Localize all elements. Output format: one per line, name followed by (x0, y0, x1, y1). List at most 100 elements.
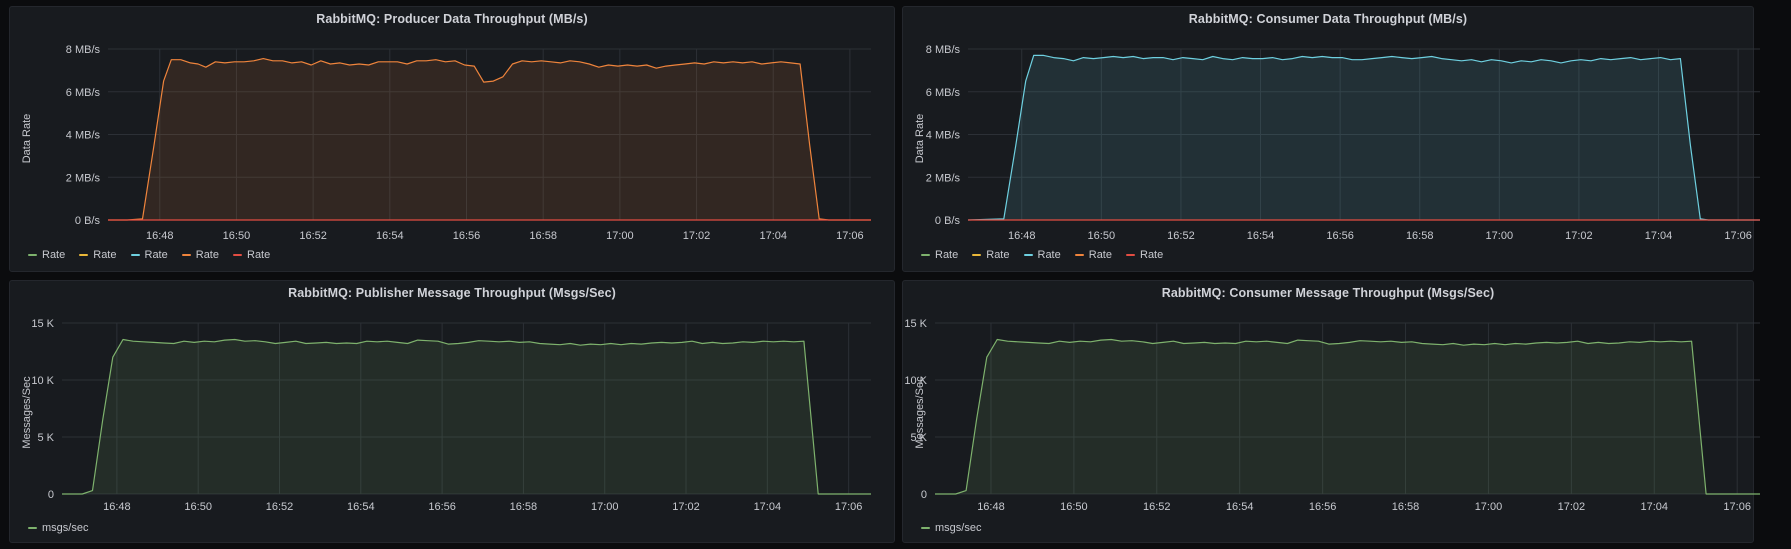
x-tick-label: 16:54 (1247, 230, 1275, 242)
y-axis-label: Messages/Sec (21, 376, 33, 449)
x-tick-label: 16:52 (1143, 501, 1171, 513)
legend-item[interactable]: Rate (130, 249, 168, 261)
y-tick-label: 0 (48, 489, 54, 501)
legend-label: Rate (42, 249, 66, 261)
x-tick-label: 16:58 (529, 230, 557, 242)
legend-item[interactable]: msgs/sec (921, 522, 981, 534)
y-axis-label: Data Rate (914, 114, 926, 164)
x-tick-label: 16:52 (266, 501, 294, 513)
legend-swatch (130, 254, 140, 256)
chart-producer-data-throughput: 0 B/s 2 MB/s 4 MB/s 6 MB/s 8 MB/s 16:48 16:50 1… (21, 44, 871, 242)
panel-producer-data-throughput[interactable]: RabbitMQ: Producer Data Throughput (MB/s… (9, 6, 895, 272)
legend-item[interactable]: Rate (921, 249, 958, 261)
series-area (108, 58, 871, 220)
legend-swatch (181, 254, 191, 256)
x-tick-label: 17:02 (672, 501, 700, 513)
x-tick-label: 17:02 (683, 230, 711, 242)
x-tick-label: 17:04 (759, 230, 787, 242)
x-tick-label: 17:06 (836, 230, 864, 242)
y-tick-label: 0 (921, 489, 927, 501)
y-tick-label: 8 MB/s (66, 44, 101, 56)
x-tick-label: 16:56 (428, 501, 456, 513)
x-tick-label: 17:02 (1565, 230, 1593, 242)
y-tick-label: 15 K (31, 318, 54, 330)
x-tick-label: 16:52 (299, 230, 327, 242)
series-line (967, 54, 1760, 221)
panel-title[interactable]: RabbitMQ: Consumer Message Throughput (M… (1161, 286, 1495, 300)
x-tick-label: 16:48 (146, 230, 174, 242)
legend-item[interactable]: Rate (181, 249, 219, 261)
y-tick-label: 2 MB/s (926, 172, 961, 184)
legend: Rate Rate Rate Rate Rate (28, 249, 270, 261)
y-tick-label: 10 K (904, 375, 927, 387)
legend-item[interactable]: Rate (1074, 249, 1112, 261)
y-tick-label: 15 K (904, 318, 927, 330)
legend-swatch (1074, 254, 1084, 256)
x-tick-label: 16:54 (376, 230, 404, 242)
series-area (62, 339, 871, 494)
legend-item[interactable]: msgs/sec (28, 522, 88, 534)
legend-label: Rate (93, 249, 117, 261)
legend-label: Rate (986, 249, 1010, 261)
legend-item[interactable]: Rate (1126, 249, 1163, 261)
legend-item[interactable]: Rate (79, 249, 117, 261)
x-tick-label: 16:58 (1392, 501, 1420, 513)
legend-swatch (1023, 254, 1033, 256)
x-tick-label: 16:58 (1406, 230, 1434, 242)
legend-swatch (28, 254, 37, 256)
legend-label: msgs/sec (935, 522, 982, 534)
legend-item[interactable]: Rate (1023, 249, 1061, 261)
legend-label: Rate (144, 249, 168, 261)
y-tick-label: 0 B/s (75, 215, 101, 227)
legend-label: Rate (935, 249, 959, 261)
legend-item[interactable]: Rate (28, 249, 65, 261)
y-tick-label: 0 B/s (935, 215, 961, 227)
x-tick-label: 16:48 (103, 501, 131, 513)
y-tick-label: 8 MB/s (926, 44, 961, 56)
legend-swatch (921, 254, 930, 256)
legend-label: Rate (1037, 249, 1061, 261)
chart-consumer-message-throughput: 0 5 K 10 K 15 K 16:48 16:50 16:52 16:54 16:56 16:… (904, 318, 1760, 513)
series-line (62, 338, 871, 495)
series-line (108, 58, 871, 221)
legend: Rate Rate Rate Rate Rate (921, 249, 1163, 261)
x-tick-label: 17:06 (1724, 230, 1752, 242)
x-tick-label: 17:04 (1645, 230, 1673, 242)
series-area (968, 55, 1760, 221)
panel-publisher-message-throughput[interactable]: RabbitMQ: Publisher Message Throughput (… (9, 280, 895, 543)
x-tick-label: 16:56 (1326, 230, 1354, 242)
y-tick-label: 6 MB/s (926, 87, 961, 99)
legend: msgs/sec (28, 522, 88, 534)
chart-publisher-message-throughput: 0 5 K 10 K 15 K 16:48 16:50 16:52 16:54 16:56 16:… (21, 318, 871, 513)
y-tick-label: 10 K (31, 375, 54, 387)
legend-swatch (28, 527, 37, 529)
x-tick-label: 17:06 (835, 501, 863, 513)
y-axis-label: Data Rate (21, 114, 33, 164)
panel-title[interactable]: RabbitMQ: Producer Data Throughput (MB/s… (316, 12, 588, 26)
panel-title[interactable]: RabbitMQ: Consumer Data Throughput (MB/s… (1188, 12, 1468, 26)
legend: msgs/sec (921, 522, 981, 534)
x-tick-label: 16:56 (453, 230, 481, 242)
y-tick-label: 5 K (910, 432, 927, 444)
x-tick-label: 16:48 (977, 501, 1005, 513)
panel-consumer-data-throughput[interactable]: RabbitMQ: Consumer Data Throughput (MB/s… (902, 6, 1760, 272)
legend-item[interactable]: Rate (233, 249, 270, 261)
x-tick-label: 16:54 (1226, 501, 1254, 513)
legend-swatch (921, 527, 930, 529)
panel-title[interactable]: RabbitMQ: Publisher Message Throughput (… (288, 286, 616, 300)
y-tick-label: 4 MB/s (66, 130, 101, 142)
legend-item[interactable]: Rate (972, 249, 1010, 261)
legend-swatch (233, 254, 242, 256)
legend-swatch (79, 254, 89, 256)
y-tick-label: 6 MB/s (66, 87, 101, 99)
x-tick-label: 17:04 (754, 501, 782, 513)
x-tick-label: 16:56 (1309, 501, 1337, 513)
x-tick-label: 16:48 (1008, 230, 1036, 242)
y-tick-label: 4 MB/s (926, 130, 961, 142)
x-tick-label: 17:06 (1723, 501, 1751, 513)
x-tick-label: 16:52 (1167, 230, 1195, 242)
legend-label: Rate (1088, 249, 1112, 261)
panel-consumer-message-throughput[interactable]: RabbitMQ: Consumer Message Throughput (M… (902, 280, 1760, 543)
legend-swatch (1126, 254, 1135, 256)
y-axis-label: Messages/Sec (914, 376, 926, 449)
